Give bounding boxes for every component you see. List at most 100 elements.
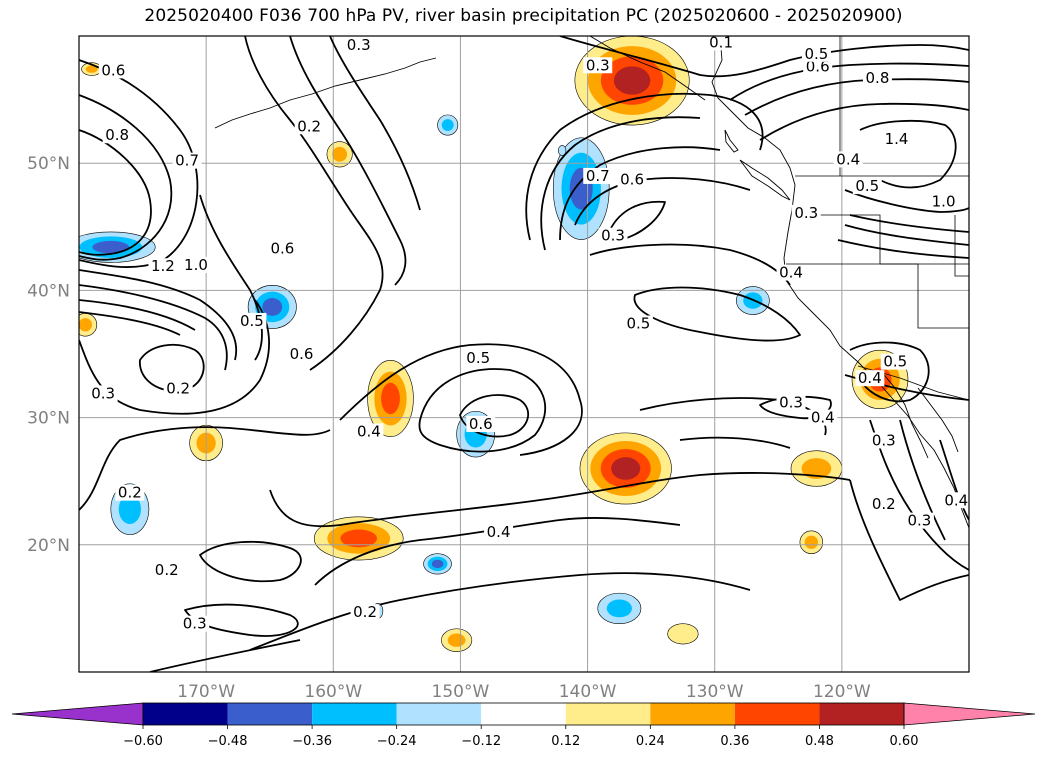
precip-level <box>381 382 400 415</box>
precip-level <box>431 559 444 569</box>
contour-label: 0.6 <box>290 345 314 363</box>
pv-contour <box>844 189 969 213</box>
contour-label-mask <box>904 512 934 529</box>
gridlines <box>79 36 969 672</box>
precip-level <box>262 298 283 316</box>
contour-label-mask <box>583 167 613 184</box>
lat-tick-label: 30°N <box>27 409 70 429</box>
pv-contour <box>418 368 547 453</box>
contour-label: 0.2 <box>155 561 179 579</box>
coastline-north-america <box>711 36 969 529</box>
lon-tick-label: 150°W <box>432 682 490 702</box>
pv-contour <box>759 102 969 141</box>
contour-label: 0.7 <box>175 152 199 170</box>
contour-label: 0.6 <box>806 58 830 76</box>
contour-label: 0.3 <box>586 56 610 74</box>
map-title: 2025020400 F036 700 hPa PV, river basin … <box>144 6 903 26</box>
contour-label: 0.3 <box>91 384 115 402</box>
lat-tick-label: 40°N <box>27 281 70 301</box>
precip-level <box>611 457 641 480</box>
contour-label: 0.3 <box>183 615 207 633</box>
lon-tick-label: 170°W <box>177 682 235 702</box>
colorbar-bin <box>734 703 820 725</box>
precip-blob <box>423 553 452 575</box>
colorbar-tick-labels: −0.60 −0.48 −0.36 −0.24 −0.12 0.12 0.24 0.36 0.4… <box>123 734 918 749</box>
border-id <box>954 215 969 277</box>
lon-tick-label: 130°W <box>686 682 744 702</box>
contour-label: 0.5 <box>626 314 650 332</box>
colorbar-tick-label: −0.36 <box>292 734 332 749</box>
lat-tick-label: 50°N <box>27 154 70 174</box>
contour-label: 0.6 <box>469 415 493 433</box>
lon-tick-label: 160°W <box>304 682 362 702</box>
contour-label-mask <box>882 131 912 148</box>
colorbar-tick-label: 0.12 <box>551 734 580 749</box>
precip-level <box>667 623 699 645</box>
colorbar-tick-label: 0.36 <box>720 734 749 749</box>
pv-contour <box>559 36 969 78</box>
contour-label-mask <box>869 496 899 513</box>
contour-label: 0.5 <box>855 177 879 195</box>
precip-level <box>804 535 819 549</box>
pv-contour <box>329 36 421 211</box>
precip-blob <box>437 114 459 136</box>
contour-label: 0.2 <box>872 495 896 513</box>
colorbar-tick-label: −0.48 <box>208 734 248 749</box>
lon-tick-label: 140°W <box>559 682 617 702</box>
colorbar-bin <box>143 703 228 725</box>
contour-label: 0.2 <box>297 117 321 135</box>
contour-label: 0.3 <box>794 204 818 222</box>
lon-tick-label: 120°W <box>813 682 871 702</box>
contour-label-mask <box>929 193 959 210</box>
contour-label: 0.5 <box>240 312 264 330</box>
contour-label-mask <box>862 69 892 86</box>
pv-contour <box>899 419 946 541</box>
contour-label-mask <box>354 423 384 440</box>
contour-label-mask <box>115 484 145 501</box>
coastline-aleutians <box>214 57 437 129</box>
contour-label-mask <box>808 409 838 426</box>
precip-blob <box>313 516 404 561</box>
contour-label-mask <box>98 62 128 79</box>
contour-label: 0.4 <box>944 491 968 509</box>
precip-level <box>447 633 466 647</box>
coastline-gulf-california <box>917 387 959 453</box>
precip-level <box>85 65 98 73</box>
contour-label-mask <box>344 36 374 53</box>
pv-contour <box>633 286 801 342</box>
contour-label-mask <box>598 227 628 244</box>
precip-level <box>332 146 348 162</box>
pv-contour <box>79 59 199 268</box>
pv-contour <box>849 214 969 233</box>
precip-blob <box>790 450 843 487</box>
map-frame <box>78 35 970 673</box>
contour-label-mask <box>350 604 380 621</box>
contour-label: 0.4 <box>811 409 835 427</box>
contour-label-mask <box>880 353 910 370</box>
precip-blob <box>667 623 699 645</box>
colorbar-tick-label: −0.12 <box>461 734 501 749</box>
contour-label-mask <box>152 562 182 579</box>
colorbar <box>11 702 1036 729</box>
pv-contour <box>79 94 173 261</box>
pv-contour <box>79 299 270 415</box>
colorbar-bin <box>396 703 482 725</box>
contour-label-mask <box>803 58 833 75</box>
contour-label-mask <box>148 258 178 275</box>
contour-label-mask <box>941 492 969 509</box>
contour-label: 0.1 <box>709 33 733 51</box>
contour-label-mask <box>287 346 316 362</box>
pv-contour <box>79 311 181 336</box>
pv-contour <box>79 129 152 256</box>
precip-blob <box>441 628 473 652</box>
coastline-alaska-south <box>589 36 706 101</box>
contour-label-mask <box>776 394 806 411</box>
pv-contour <box>149 639 301 672</box>
contour-label: 1.4 <box>885 130 909 148</box>
colorbar-tick-label: −0.24 <box>377 734 417 749</box>
colorbar-bin <box>650 703 735 725</box>
state-borders <box>786 36 969 401</box>
contour-label: 0.2 <box>166 379 190 397</box>
colorbar-bin <box>819 703 904 725</box>
